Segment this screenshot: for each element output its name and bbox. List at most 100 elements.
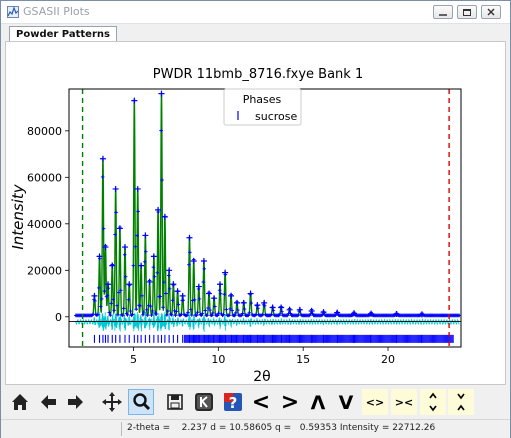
observed-point [130,312,135,317]
observed-point [269,312,274,317]
observed-point [116,313,120,317]
observed-point [216,311,221,316]
home-button[interactable] [7,389,33,415]
shift-left-glyph: < [252,390,270,415]
scale-down-button[interactable]: V [333,389,359,415]
observed-peak-point [126,281,133,288]
observed-peak-point [206,290,212,297]
observed-peak-point [134,185,141,192]
minimize-icon [439,14,447,16]
observed-peak-point [190,258,197,264]
y-tick-label: 40000 [27,218,62,231]
plot-toolbar: ? < > Λ V <> >< [1,385,510,419]
maximize-button[interactable] [457,5,477,19]
observed-point [117,290,121,295]
observed-peak-point [261,299,268,306]
observed-point [160,178,164,182]
observed-point [172,309,177,313]
observed-point [173,313,178,318]
observed-point [148,304,153,308]
observed-point [203,308,208,313]
forward-button[interactable] [63,389,89,415]
shift-left-icon: < [252,390,270,415]
close-button[interactable] [481,5,501,19]
observed-point [151,265,156,269]
observed-point [109,301,114,306]
close-icon [487,8,495,16]
tab-powder-patterns[interactable]: Powder Patterns [9,26,117,43]
x-axis-label: 2θ [253,369,270,384]
contract-button[interactable]: >< [391,389,417,415]
scale-up-glyph: Λ [311,392,326,414]
powder-pattern-chart[interactable]: PWDR 11bmb_8716.fxye Bank 1 Intensity 2θ… [6,42,505,384]
observed-peak-point [240,299,247,306]
observed-point [113,232,117,237]
shift-left-button[interactable]: < [248,389,274,415]
shift-right-button[interactable]: > [277,389,303,415]
observed-point [123,274,128,279]
observed-point [98,304,103,309]
observed-peak-point [286,306,293,313]
observed-point [152,274,157,279]
observed-point [242,307,247,311]
observed-point [164,291,168,296]
vertical-contract-button[interactable] [448,389,474,415]
observed-point [105,293,110,298]
vertical-expand-button[interactable] [420,389,446,415]
k-button[interactable] [191,389,217,415]
contract-glyph: >< [395,396,413,409]
observed-point [239,313,244,318]
observed-peak-point [116,225,123,232]
observed-point [170,298,175,303]
chart-legend[interactable]: Phases sucrose [223,88,302,126]
observed-point [233,313,237,318]
observed-point [166,309,170,313]
observed-point [150,309,155,313]
observed-point [126,298,131,302]
chart-title: PWDR 11bmb_8716.fxye Bank 1 [153,67,363,82]
observed-peak-point [308,307,315,314]
restore-icon [463,9,471,16]
save-icon [167,394,183,410]
zoom-button[interactable] [128,389,154,415]
observed-point [192,298,197,302]
observed-point [249,301,254,305]
observed-point [280,309,284,314]
x-tick-label: 20 [381,353,395,366]
zoom-icon [133,393,151,411]
observed-peak-point [200,258,207,264]
observed-point [141,313,145,317]
observed-peak-point [254,302,261,309]
observed-point [285,313,290,318]
back-button[interactable] [35,389,61,415]
minimize-button[interactable] [433,5,453,19]
observed-point [145,313,150,317]
observed-peak-point [96,253,103,260]
observed-point [107,310,112,315]
observed-point [167,287,172,291]
observed-point [138,304,142,308]
observed-peak-point [158,90,165,97]
pan-button[interactable] [99,389,125,415]
observed-point [115,303,119,308]
observed-peak-point [166,267,173,274]
observed-point [236,308,240,312]
help-button[interactable]: ? [220,389,246,415]
observed-peak-point [234,299,240,306]
y-tick-label: 20000 [27,264,62,277]
x-tick-label: 5 [130,353,137,366]
observed-point [234,311,238,315]
observed-point [140,294,144,298]
observed-point [102,289,107,293]
y-tick-label: 0 [55,311,62,324]
observed-peak-point [102,244,109,251]
save-button[interactable] [162,389,188,415]
expand-button[interactable]: <> [362,389,388,415]
observed-peak-point [138,262,145,269]
vertical-expand-icon [429,392,437,412]
scale-up-button[interactable]: Λ [305,389,331,415]
observed-point [247,311,252,315]
observed-peak-point [278,304,285,311]
x-tick-label: 15 [296,353,310,366]
